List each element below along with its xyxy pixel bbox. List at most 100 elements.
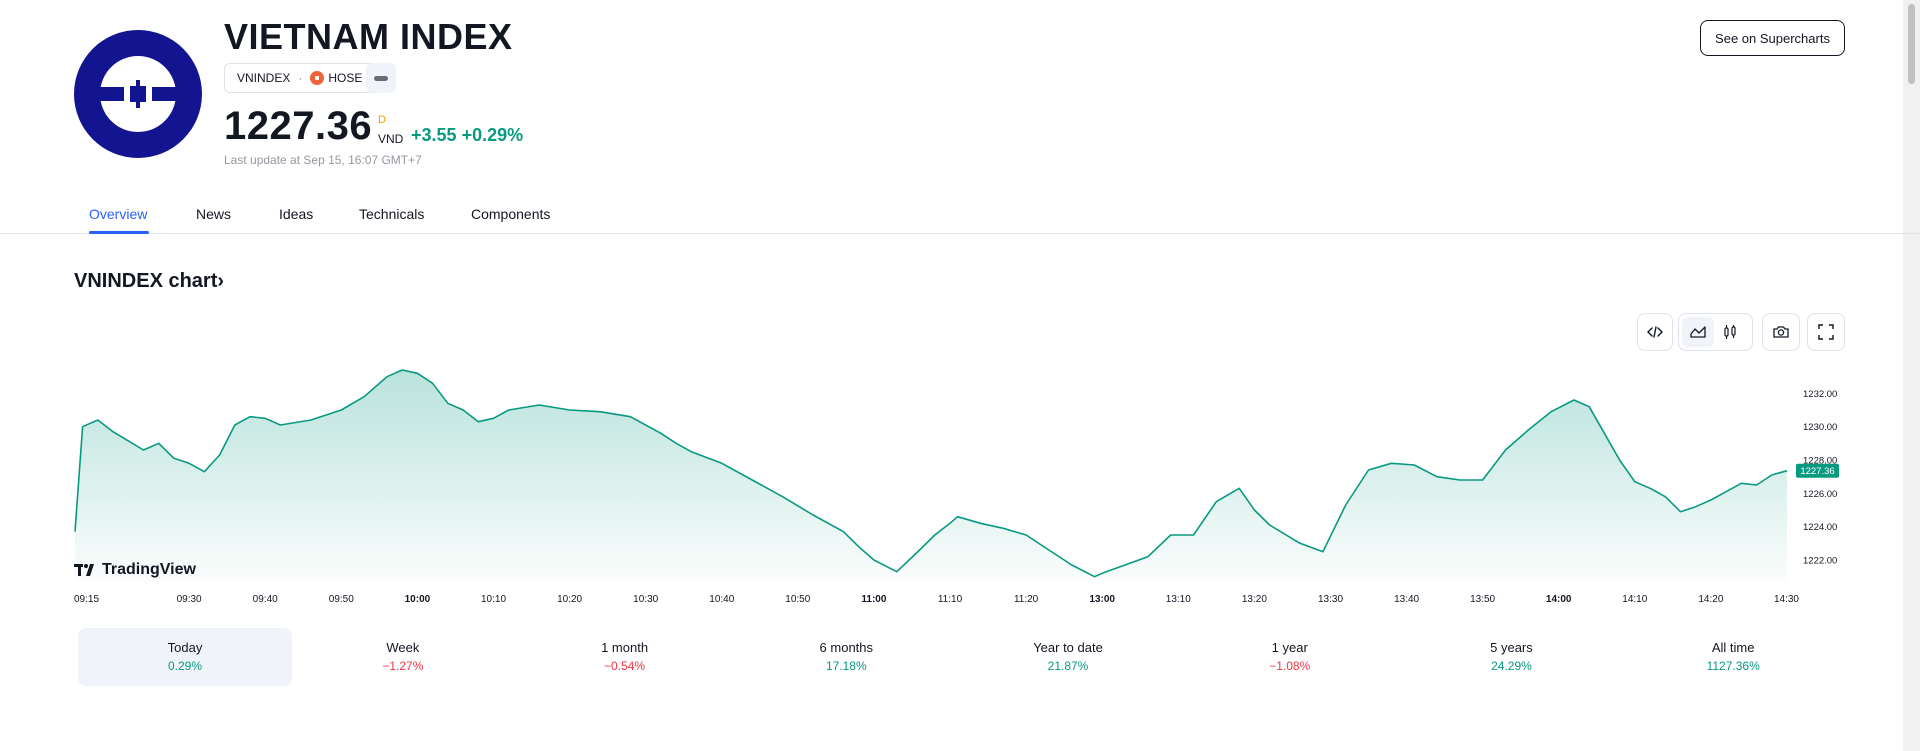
change-pct: +0.29% <box>461 125 524 145</box>
last-update-text: Last update at Sep 15, 16:07 GMT+7 <box>224 153 422 167</box>
page-title: VIETNAM INDEX <box>224 16 513 57</box>
last-value-label: 1227.36 <box>1800 466 1834 477</box>
candles-style-button[interactable] <box>1714 317 1746 347</box>
tradingview-branding[interactable]: TradingView <box>74 561 196 579</box>
x-tick-label: 13:30 <box>1318 594 1343 605</box>
period-value: 0.29% <box>167 659 203 673</box>
separator-dot: · <box>298 71 303 85</box>
price-line <box>74 369 1788 578</box>
embed-tool-group <box>1637 313 1673 351</box>
x-tick-label: 10:50 <box>785 594 810 605</box>
x-tick-label: 09:40 <box>253 594 278 605</box>
x-tick-label: 14:00 <box>1546 594 1572 605</box>
period-label: Week <box>386 640 420 655</box>
camera-icon <box>1773 326 1789 338</box>
period-label: 1 year <box>1271 640 1308 655</box>
period-year-to-date[interactable]: Year to date 21.87% <box>957 628 1179 686</box>
scrollbar-thumb[interactable] <box>1908 4 1915 84</box>
period-value: −1.08% <box>1269 659 1311 673</box>
change-abs: +3.55 <box>411 125 457 145</box>
x-tick-label: 09:15 <box>74 594 99 605</box>
period-label: Year to date <box>1033 640 1103 655</box>
x-tick-label: 13:50 <box>1470 594 1495 605</box>
period-value: 1127.36% <box>1706 659 1760 673</box>
x-tick-label: 14:10 <box>1622 594 1647 605</box>
x-tick-label: 10:30 <box>633 594 658 605</box>
hose-logo-icon <box>100 56 176 132</box>
fullscreen-button[interactable] <box>1810 317 1842 347</box>
chart-section-title[interactable]: VNINDEX chart› <box>74 270 224 293</box>
x-tick-label: 10:10 <box>481 594 506 605</box>
active-tab-indicator <box>89 231 149 234</box>
fullscreen-tool-group <box>1807 313 1845 351</box>
price-flag: D <box>378 114 386 126</box>
x-tick-label: 11:00 <box>861 594 886 605</box>
period-value: 24.29% <box>1491 659 1532 673</box>
x-tick-label: 13:00 <box>1089 594 1115 605</box>
tab-ideas[interactable]: Ideas <box>279 206 314 222</box>
x-tick-label: 13:40 <box>1394 594 1419 605</box>
price-change: +3.55 +0.29% <box>411 125 523 146</box>
symbol-logo <box>74 30 202 158</box>
exchange-icon <box>310 71 325 85</box>
period-all-time[interactable]: All time 1127.36% <box>1622 628 1844 686</box>
tradingview-logo-icon <box>74 564 94 576</box>
period-value: −0.54% <box>604 659 646 673</box>
x-tick-label: 14:20 <box>1698 594 1723 605</box>
ellipsis-icon <box>374 75 388 81</box>
y-tick-label: 1224.00 <box>1803 522 1837 533</box>
symbol-tabs: Overview News Ideas Technicals Component… <box>0 200 1920 234</box>
fullscreen-icon <box>1818 324 1834 340</box>
last-value-badge <box>1796 463 1839 478</box>
period-today[interactable]: Today 0.29% <box>78 628 292 686</box>
last-price: 1227.36 <box>224 104 373 148</box>
period-5-years[interactable]: 5 years 24.29% <box>1401 628 1623 686</box>
x-tick-label: 13:20 <box>1242 594 1267 605</box>
page-scrollbar[interactable] <box>1903 0 1920 751</box>
period-1-month[interactable]: 1 month −0.54% <box>514 628 736 686</box>
symbol-exchange-pill[interactable]: VNINDEX · HOSE <box>224 63 378 93</box>
tradingview-label: TradingView <box>102 561 196 578</box>
snapshot-button[interactable] <box>1765 317 1797 347</box>
x-tick-label: 09:50 <box>329 594 354 605</box>
tab-news[interactable]: News <box>196 206 232 222</box>
x-tick-label: 10:00 <box>405 594 431 605</box>
x-tick-label: 10:20 <box>557 594 582 605</box>
tab-components[interactable]: Components <box>471 206 551 222</box>
period-label: 6 months <box>819 640 874 655</box>
chart-title-text: VNINDEX chart <box>74 270 218 292</box>
period-value: 21.87% <box>1047 659 1089 673</box>
period-value: 17.18% <box>825 659 867 673</box>
period-label: 1 month <box>601 640 649 655</box>
x-tick-label: 11:20 <box>1014 594 1039 605</box>
period-value: −1.27% <box>382 659 424 673</box>
chevron-right-icon: › <box>217 270 225 292</box>
tab-technicals[interactable]: Technicals <box>359 206 425 222</box>
period-week[interactable]: Week −1.27% <box>292 628 514 686</box>
x-tick-label: 11:10 <box>938 594 963 605</box>
embed-icon <box>1647 326 1663 338</box>
period-performance-bar: Today 0.29% Week −1.27% 1 month −0.54% 6 month… <box>74 628 1844 686</box>
x-tick-label: 09:30 <box>177 594 202 605</box>
area-style-button[interactable] <box>1682 317 1714 347</box>
period-1-year[interactable]: 1 year −1.08% <box>1179 628 1401 686</box>
chart-style-tool-group <box>1678 313 1753 351</box>
more-options-button[interactable] <box>366 63 396 93</box>
period-label: 5 years <box>1490 640 1533 655</box>
exchange-label: HOSE <box>328 71 363 85</box>
y-tick-label: 1228.00 <box>1803 456 1837 467</box>
x-tick-label: 13:10 <box>1166 594 1191 605</box>
tab-overview[interactable]: Overview <box>89 206 148 222</box>
area-chart-icon <box>1690 326 1706 338</box>
y-tick-label: 1232.00 <box>1803 389 1837 400</box>
x-tick-label: 10:40 <box>709 594 734 605</box>
x-tick-label: 14:30 <box>1774 594 1799 605</box>
y-tick-label: 1222.00 <box>1803 556 1837 567</box>
symbol-label: VNINDEX <box>237 71 291 85</box>
see-on-supercharts-button[interactable]: See on Supercharts <box>1700 20 1845 56</box>
snapshot-tool-group <box>1762 313 1800 351</box>
y-tick-label: 1230.00 <box>1803 422 1837 433</box>
embed-button[interactable] <box>1639 317 1671 347</box>
period-6-months[interactable]: 6 months 17.18% <box>735 628 957 686</box>
price-chart[interactable]: 09:15 09:30 09:40 09:50 10:00 10:10 10:20 10:30… <box>0 0 1920 620</box>
